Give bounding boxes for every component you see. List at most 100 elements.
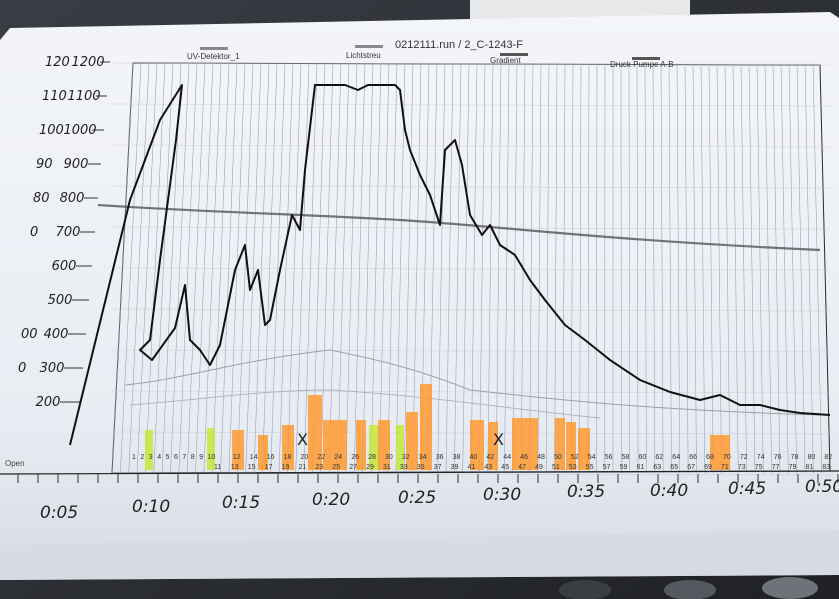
fraction-number: 24 <box>334 454 342 461</box>
fraction-bar <box>356 420 366 470</box>
grid-line-v <box>178 62 198 474</box>
grid-line-v <box>660 62 664 474</box>
fraction-number: 33 <box>400 464 408 471</box>
grid-line-v <box>644 62 647 474</box>
fraction-number: 5 <box>166 454 170 461</box>
grid-line-v <box>195 62 214 474</box>
metal-ring-right <box>762 577 818 599</box>
axis-tick-label: 300 <box>40 361 65 376</box>
grid-line-v <box>628 62 630 474</box>
fraction-number: 41 <box>468 464 476 471</box>
fraction-number: 28 <box>368 454 376 461</box>
axis-tick-label: 900 <box>64 157 89 172</box>
fraction-bar <box>232 430 244 470</box>
fraction-number: 51 <box>552 464 560 471</box>
fraction-number: 22 <box>317 454 325 461</box>
grid-line-v <box>812 62 822 474</box>
grid-line-v <box>571 62 574 474</box>
fraction-bar <box>282 425 294 470</box>
legend-swatch <box>355 45 383 48</box>
fraction-number: 55 <box>586 464 594 471</box>
fraction-number: 72 <box>740 454 748 461</box>
fraction-number: 78 <box>791 454 799 461</box>
grid-line-h <box>111 226 831 230</box>
fraction-number: 15 <box>248 464 256 471</box>
fraction-number: 50 <box>554 454 562 461</box>
axis-tick-label: 80 <box>33 191 50 206</box>
grid-line-v <box>545 62 550 474</box>
grid-line-v <box>512 62 518 474</box>
fraction-number: 75 <box>755 464 763 471</box>
fraction-bar <box>406 412 418 470</box>
fraction-bar <box>308 395 322 470</box>
grid-line-v <box>470 62 478 474</box>
fraction-number: 67 <box>687 464 695 471</box>
fraction-number: 48 <box>537 454 545 461</box>
grid-line-v <box>404 62 414 474</box>
axis-tick-label: 00 <box>21 327 38 342</box>
fraction-numbers-bottom: 11 13 15 17 19 21 23 25 27 29 31 33 35 37 39 41 43 45 47 49… <box>214 464 830 471</box>
grid-line-v <box>788 62 797 474</box>
grid-line-v <box>186 62 206 474</box>
fraction-number: 3 <box>149 454 153 461</box>
fraction-number: 27 <box>349 464 357 471</box>
fraction-number: 71 <box>721 464 729 471</box>
grid-line-h <box>111 267 831 271</box>
fraction-number: 40 <box>470 454 478 461</box>
fraction-number: 18 <box>284 454 292 461</box>
time-label: 0:50 <box>805 477 839 497</box>
grid-line-v <box>716 62 722 474</box>
grid-line-v <box>587 62 590 474</box>
grid-line-v <box>237 62 254 474</box>
open-label: Open <box>5 459 25 468</box>
grid-line-v <box>278 62 294 474</box>
grid-line-v <box>220 62 238 474</box>
fraction-number: 76 <box>774 454 782 461</box>
fraction-bar <box>566 422 576 470</box>
legend: UV-Detektor_1 Lichtstreu Gradient Druck … <box>187 45 674 69</box>
time-label: 0:20 <box>312 490 350 510</box>
grid-line-v <box>772 62 781 474</box>
axis-tick-label: 800 <box>60 191 85 206</box>
grid-line-h <box>111 349 831 353</box>
fraction-number: 23 <box>315 464 323 471</box>
light-scatter-trace <box>97 203 821 252</box>
fraction-number: 1 <box>132 454 136 461</box>
hand-mark-x: X <box>297 430 308 449</box>
grid-line-v <box>554 62 558 474</box>
grid-line-v <box>676 62 681 474</box>
fraction-number: 13 <box>231 464 239 471</box>
fraction-number: 42 <box>486 454 494 461</box>
grid-line-v <box>328 62 342 474</box>
fraction-number: 39 <box>451 464 459 471</box>
grid-line-v <box>253 62 270 474</box>
grid-line-h <box>111 185 831 189</box>
fraction-number: 49 <box>535 464 543 471</box>
grid-line-v <box>796 62 806 474</box>
fraction-bar <box>470 420 484 470</box>
fraction-number: 74 <box>757 454 765 461</box>
fraction-number: 46 <box>520 454 528 461</box>
axis-tick-label: 1200 <box>71 55 104 70</box>
grid-line-v <box>295 62 310 474</box>
grid-line-v <box>395 62 406 474</box>
legend-entry: Lichtstreu <box>346 51 381 60</box>
hand-mark-x: X <box>493 430 504 449</box>
grid-line-v <box>724 62 731 474</box>
fraction-number: 82 <box>824 454 832 461</box>
fraction-number: 59 <box>620 464 628 471</box>
fraction-number: 44 <box>503 454 511 461</box>
metal-ring-left <box>559 580 611 599</box>
fraction-bar <box>258 435 268 470</box>
axis-tick-label: 110 <box>42 89 67 104</box>
grid-line-h <box>111 308 831 312</box>
grid-line-v <box>362 62 374 474</box>
grid-line-v <box>211 62 230 474</box>
fraction-bar <box>512 418 526 470</box>
pressure-trace <box>124 349 821 416</box>
fraction-number: 20 <box>301 454 309 461</box>
time-label: 0:35 <box>567 482 605 502</box>
fraction-number: 64 <box>672 454 680 461</box>
fraction-number: 79 <box>789 464 797 471</box>
